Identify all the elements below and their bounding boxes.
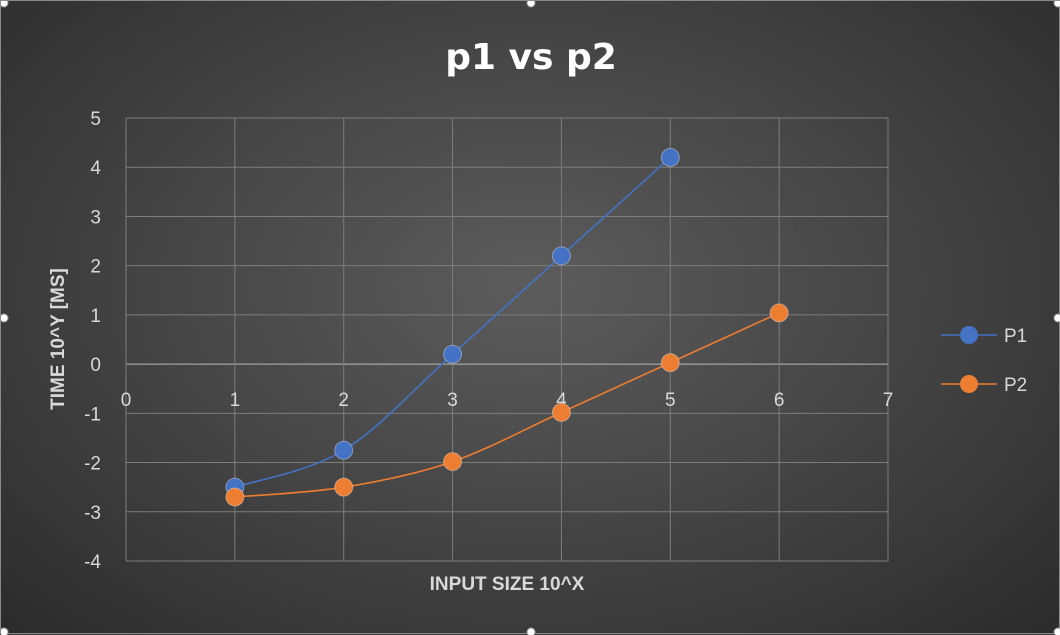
x-axis-title: INPUT SIZE 10^X xyxy=(430,574,585,595)
data-point-p2[interactable] xyxy=(551,402,571,422)
x-tick-label: 0 xyxy=(121,390,132,411)
data-point-p2[interactable] xyxy=(769,303,789,323)
resize-handle-bottom-left[interactable] xyxy=(1,627,9,635)
resize-handle-right[interactable] xyxy=(1053,313,1060,323)
gridlines xyxy=(125,117,889,562)
data-point-p2[interactable] xyxy=(660,353,680,373)
x-tick-label: 6 xyxy=(774,390,785,411)
data-point-p1[interactable] xyxy=(551,246,571,266)
data-point-p1[interactable] xyxy=(443,344,463,364)
resize-handle-bottom-right[interactable] xyxy=(1053,627,1060,635)
data-point-p2[interactable] xyxy=(443,452,463,472)
resize-handle-bottom[interactable] xyxy=(526,627,536,635)
y-tick-label: 2 xyxy=(90,257,101,278)
x-tick-label: 2 xyxy=(338,390,349,411)
y-tick-label: -3 xyxy=(84,503,101,524)
data-point-p1[interactable] xyxy=(660,147,680,167)
y-tick-label: 5 xyxy=(90,109,101,130)
y-tick-label: -2 xyxy=(84,454,101,475)
y-axis-ticks: 5 4 3 2 1 0 -1 -2 -3 -4 xyxy=(84,109,101,573)
legend: P1 P2 xyxy=(941,326,1027,396)
legend-marker-p2 xyxy=(960,375,978,393)
resize-handle-top-left[interactable] xyxy=(1,1,9,8)
data-point-p2[interactable] xyxy=(225,487,245,507)
y-tick-label: 1 xyxy=(90,306,101,327)
resize-handle-top[interactable] xyxy=(526,1,536,8)
x-tick-label: 3 xyxy=(447,390,458,411)
x-tick-label: 1 xyxy=(230,390,241,411)
series-line-p2[interactable] xyxy=(234,312,780,498)
y-tick-label: 3 xyxy=(90,207,101,228)
x-tick-label: 4 xyxy=(556,390,567,411)
y-tick-label: 0 xyxy=(90,355,101,376)
series-lines xyxy=(225,147,789,507)
x-tick-label: 7 xyxy=(883,390,894,411)
chart-title: p1 vs p2 xyxy=(445,37,617,78)
y-tick-label: -1 xyxy=(84,404,101,425)
data-point-p1[interactable] xyxy=(334,440,354,460)
legend-label-p2: P2 xyxy=(1004,375,1027,396)
x-axis-ticks: 0 1 2 3 4 5 6 7 xyxy=(121,390,894,411)
legend-label-p1: P1 xyxy=(1004,326,1027,347)
y-tick-label: 4 xyxy=(90,158,101,179)
y-axis-title: TIME 10^Y [MS] xyxy=(48,268,69,410)
legend-marker-p1 xyxy=(960,326,978,344)
data-point-p2[interactable] xyxy=(334,477,354,497)
y-tick-label: -4 xyxy=(84,552,101,573)
x-tick-label: 5 xyxy=(665,390,676,411)
resize-handle-left[interactable] xyxy=(1,313,9,323)
resize-handle-top-right[interactable] xyxy=(1053,1,1060,8)
